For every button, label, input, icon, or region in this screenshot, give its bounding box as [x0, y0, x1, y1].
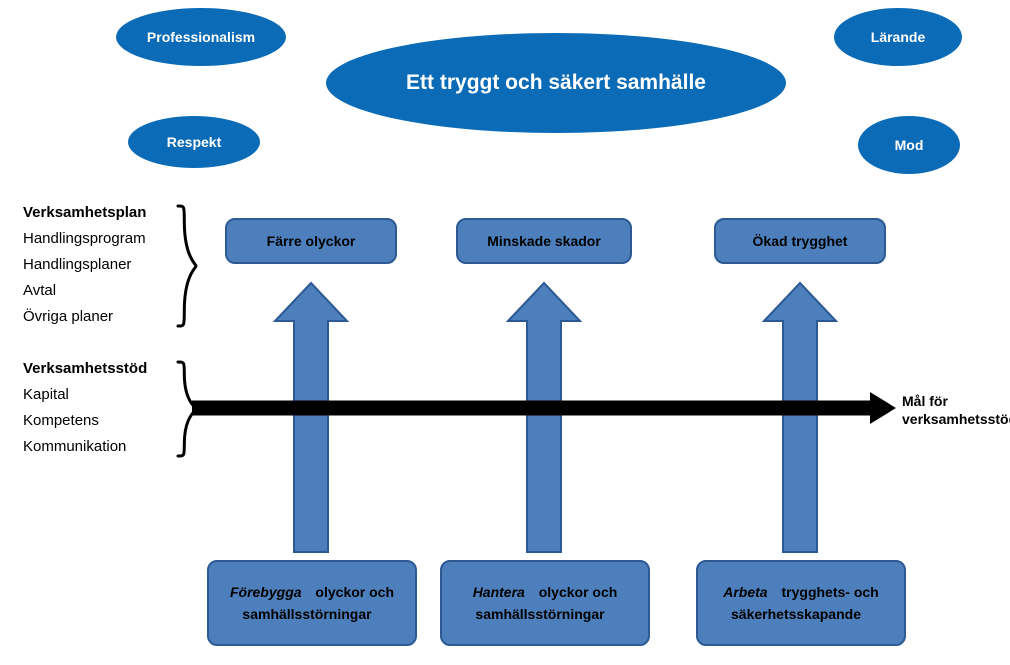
action-label: Förebygga olyckor och samhällsstörningar — [209, 581, 415, 626]
goal-box-1: Färre olyckor — [225, 218, 397, 264]
ellipse-larande: Lärande — [834, 8, 962, 66]
side-plan-title: Verksamhetsplan — [23, 200, 146, 226]
up-arrow — [764, 283, 836, 552]
goal-label: Minskade skador — [477, 230, 611, 252]
ellipse-label: Lärande — [865, 29, 931, 45]
brace-icon — [178, 362, 196, 456]
brace-icon — [178, 206, 196, 326]
side-plan-item: Handlingsplaner — [23, 252, 146, 278]
ellipse-respekt: Respekt — [128, 116, 260, 168]
side-support-title: Verksamhetsstöd — [23, 356, 147, 382]
side-plan-item: Övriga planer — [23, 304, 146, 330]
horizontal-arrow — [192, 392, 896, 424]
side-support-item: Kompetens — [23, 408, 147, 434]
action-box-2: Hantera olyckor och samhällsstörningar — [440, 560, 650, 646]
side-block-support: Verksamhetsstöd Kapital Kompetens Kommun… — [23, 356, 147, 460]
action-box-3: Arbeta trygghets- och säkerhetsskapande — [696, 560, 906, 646]
right-label-line2: verksamhetsstöd — [902, 410, 1010, 428]
ellipse-label: Respekt — [161, 134, 227, 150]
right-label-goal: Mål för verksamhetsstöd — [902, 392, 1010, 428]
goal-box-2: Minskade skador — [456, 218, 632, 264]
diagram-canvas: Professionalism Lärande Ett tryggt och s… — [0, 0, 1010, 665]
ellipse-center-vision: Ett tryggt och säkert samhälle — [326, 33, 786, 133]
action-label: Arbeta trygghets- och säkerhetsskapande — [698, 581, 904, 626]
ellipse-professionalism: Professionalism — [116, 8, 286, 66]
goal-label: Färre olyckor — [257, 230, 366, 252]
action-box-1: Förebygga olyckor och samhällsstörningar — [207, 560, 417, 646]
goal-box-3: Ökad trygghet — [714, 218, 886, 264]
ellipse-label: Professionalism — [141, 29, 261, 45]
up-arrow — [508, 283, 580, 552]
up-arrow — [275, 283, 347, 552]
ellipse-label: Ett tryggt och säkert samhälle — [400, 71, 712, 95]
right-label-line1: Mål för — [902, 392, 1010, 410]
action-label: Hantera olyckor och samhällsstörningar — [442, 581, 648, 626]
side-support-item: Kommunikation — [23, 434, 147, 460]
side-block-plan: Verksamhetsplan Handlingsprogram Handlin… — [23, 200, 146, 330]
ellipse-mod: Mod — [858, 116, 960, 174]
side-plan-item: Handlingsprogram — [23, 226, 146, 252]
ellipse-label: Mod — [889, 137, 930, 153]
side-plan-item: Avtal — [23, 278, 146, 304]
goal-label: Ökad trygghet — [743, 230, 858, 252]
side-support-item: Kapital — [23, 382, 147, 408]
